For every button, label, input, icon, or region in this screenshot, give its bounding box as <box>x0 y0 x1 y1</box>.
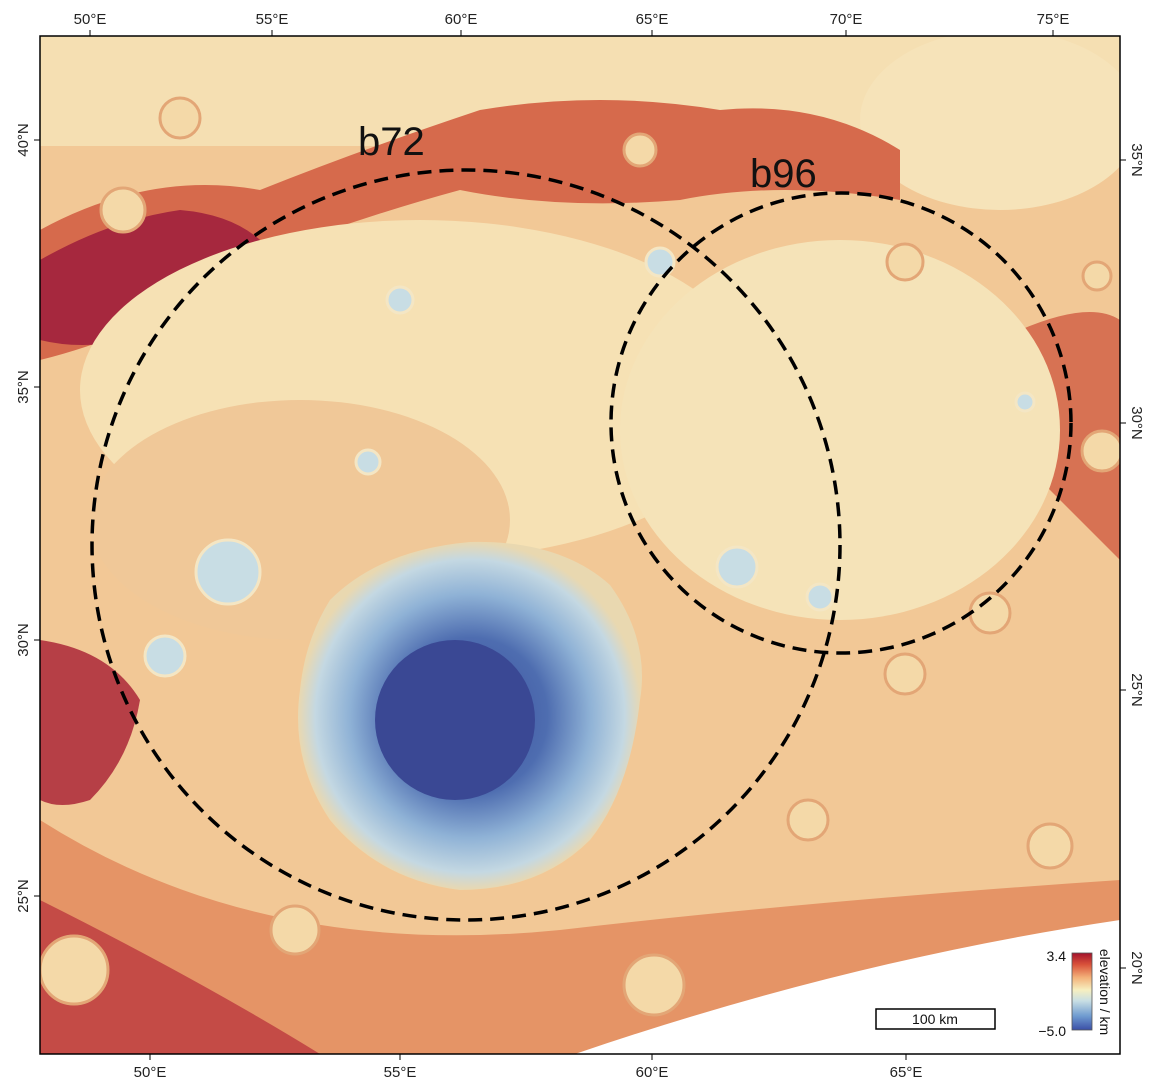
circle-b96 <box>609 191 1073 655</box>
circle-label-b72: b72 <box>358 120 425 164</box>
colorbar: 3.4 −5.0 elevation / km <box>1038 948 1113 1039</box>
top-tick-label: 70°E <box>830 11 863 28</box>
crater <box>1014 391 1036 413</box>
scale-bar: 100 km <box>875 1008 996 1030</box>
map-frame <box>39 35 1121 1055</box>
crater <box>194 538 262 606</box>
colorbar-title: elevation / km <box>1097 949 1113 1035</box>
crater <box>1081 260 1113 292</box>
crater <box>40 934 110 1006</box>
elevation-map <box>40 36 1120 1054</box>
crater <box>644 246 676 278</box>
crater <box>269 904 321 956</box>
circle-b72 <box>90 168 842 922</box>
bottom-tick-label: 65°E <box>890 1064 923 1081</box>
top-tick-label: 60°E <box>445 11 478 28</box>
left-tick-label: 30°N <box>15 623 32 657</box>
colorbar-ramp <box>1071 952 1093 1031</box>
crater <box>158 96 202 140</box>
crater <box>385 285 415 315</box>
crater <box>715 545 759 589</box>
crater <box>99 186 147 234</box>
right-lat-axis: 35°N 30°N 25°N 20°N <box>1120 143 1145 985</box>
crater <box>143 634 187 678</box>
crater <box>805 582 835 612</box>
right-tick-label: 35°N <box>1128 143 1145 177</box>
crater <box>1026 822 1074 870</box>
basin-deep-floor <box>375 640 535 800</box>
southwest-dark <box>40 900 320 1054</box>
left-tick-label: 35°N <box>15 370 32 404</box>
right-tick-label: 30°N <box>1128 406 1145 440</box>
right-tick-label: 20°N <box>1128 951 1145 985</box>
scale-bar-box <box>875 1008 996 1030</box>
bottom-tick-label: 60°E <box>636 1064 669 1081</box>
craters <box>143 246 1036 678</box>
circle-label-b96: b96 <box>750 152 817 196</box>
colorbar-min-label: −5.0 <box>1038 1023 1066 1039</box>
crater <box>622 132 658 168</box>
left-tick-label: 40°N <box>15 123 32 157</box>
b96-inner-plains <box>620 240 1060 620</box>
craters-warm <box>40 96 1120 1017</box>
colorbar-max-label: 3.4 <box>1047 948 1067 964</box>
scale-bar-label: 100 km <box>912 1011 958 1027</box>
crater <box>622 953 686 1017</box>
crater <box>883 652 927 696</box>
bottom-lon-axis: 50°E 55°E 60°E 65°E <box>134 1054 923 1081</box>
highland-dark-southwest <box>40 640 140 805</box>
northeast-plain <box>860 36 1120 210</box>
top-tick-label: 75°E <box>1037 11 1070 28</box>
highland-dark-west <box>40 210 270 345</box>
left-lat-axis: 40°N 35°N 30°N 25°N <box>15 123 40 913</box>
bottom-tick-label: 50°E <box>134 1064 167 1081</box>
right-tick-label: 25°N <box>1128 673 1145 707</box>
crater <box>885 242 925 282</box>
left-tick-label: 25°N <box>15 879 32 913</box>
highland-band <box>40 100 900 360</box>
crater <box>786 798 830 842</box>
top-tick-label: 55°E <box>256 11 289 28</box>
crater <box>1080 429 1120 473</box>
top-lon-axis: 50°E 55°E 60°E 65°E 70°E 75°E <box>74 11 1070 36</box>
crater <box>354 448 382 476</box>
top-tick-label: 65°E <box>636 11 669 28</box>
bottom-tick-label: 55°E <box>384 1064 417 1081</box>
top-tick-label: 50°E <box>74 11 107 28</box>
